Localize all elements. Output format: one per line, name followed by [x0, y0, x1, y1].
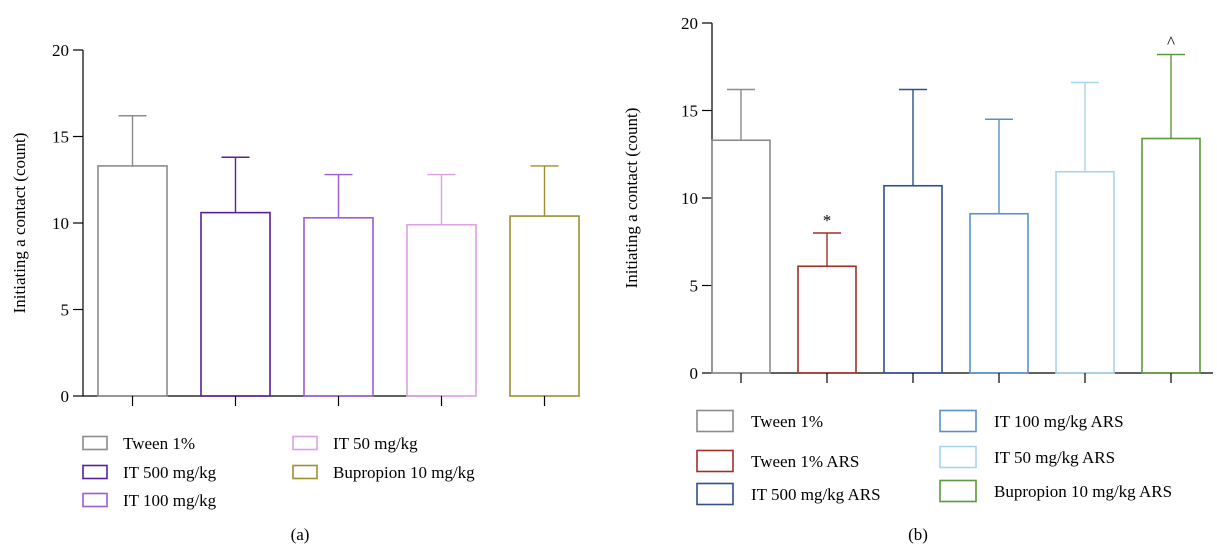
panel-caption: (b): [908, 525, 928, 544]
legend-swatch: [696, 482, 734, 506]
legend-label: Tween 1% ARS: [751, 452, 859, 471]
bar: [97, 165, 168, 397]
bar: [1141, 137, 1201, 374]
legend-swatch: [696, 449, 734, 473]
panel-caption: (a): [291, 525, 310, 544]
legend-label: Tween 1%: [123, 434, 195, 453]
y-axis-label: Initiating a contact (count): [10, 133, 29, 314]
y-tick-label: 5: [690, 277, 699, 296]
y-tick-label: 15: [681, 102, 698, 121]
significance-marker: ^: [1167, 33, 1175, 52]
y-tick-label: 20: [681, 14, 698, 33]
bar: [303, 217, 374, 397]
bar: [711, 139, 771, 374]
legend-swatch: [696, 409, 734, 433]
legend-label: Bupropion 10 mg/kg: [333, 463, 475, 482]
legend-swatch: [939, 409, 977, 433]
legend-swatch: [82, 435, 108, 451]
y-tick-label: 15: [52, 128, 69, 147]
legend-label: Bupropion 10 mg/kg ARS: [994, 482, 1172, 501]
chart-panel-a: 0 5 10 15 20 Initiating a contact (count) Twee…: [10, 41, 580, 544]
legend-label: IT 500 mg/kg ARS: [751, 485, 881, 504]
significance-marker: *: [823, 211, 832, 230]
legend-swatch: [939, 479, 977, 503]
legend-swatch: [292, 464, 318, 480]
bar: [883, 184, 943, 374]
y-tick-label: 10: [52, 214, 69, 233]
y-tick-label: 0: [61, 387, 70, 406]
legend-label: IT 500 mg/kg: [123, 463, 217, 482]
bar: [509, 215, 580, 397]
bar: [969, 212, 1029, 374]
y-tick-label: 20: [52, 41, 69, 60]
legend-swatch: [82, 464, 108, 480]
legend-label: IT 50 mg/kg: [333, 434, 418, 453]
legend-label: IT 50 mg/kg ARS: [994, 448, 1115, 467]
legend-swatch: [292, 435, 318, 451]
bar: [797, 265, 857, 374]
bar: [406, 223, 477, 397]
chart-panel-b: 0 5 10 15 20 Initiating a contact (count) * ^ Tw…: [622, 14, 1213, 544]
legend-swatch: [939, 445, 977, 469]
bar: [1055, 170, 1115, 374]
y-tick-label: 0: [690, 364, 699, 383]
y-tick-label: 5: [61, 301, 70, 320]
y-axis-label: Initiating a contact (count): [622, 108, 641, 289]
legend-label: IT 100 mg/kg: [123, 491, 217, 510]
y-tick-label: 10: [681, 189, 698, 208]
bar: [200, 211, 271, 397]
legend-swatch: [82, 492, 108, 508]
legend-label: Tween 1%: [751, 412, 823, 431]
legend-label: IT 100 mg/kg ARS: [994, 412, 1124, 431]
